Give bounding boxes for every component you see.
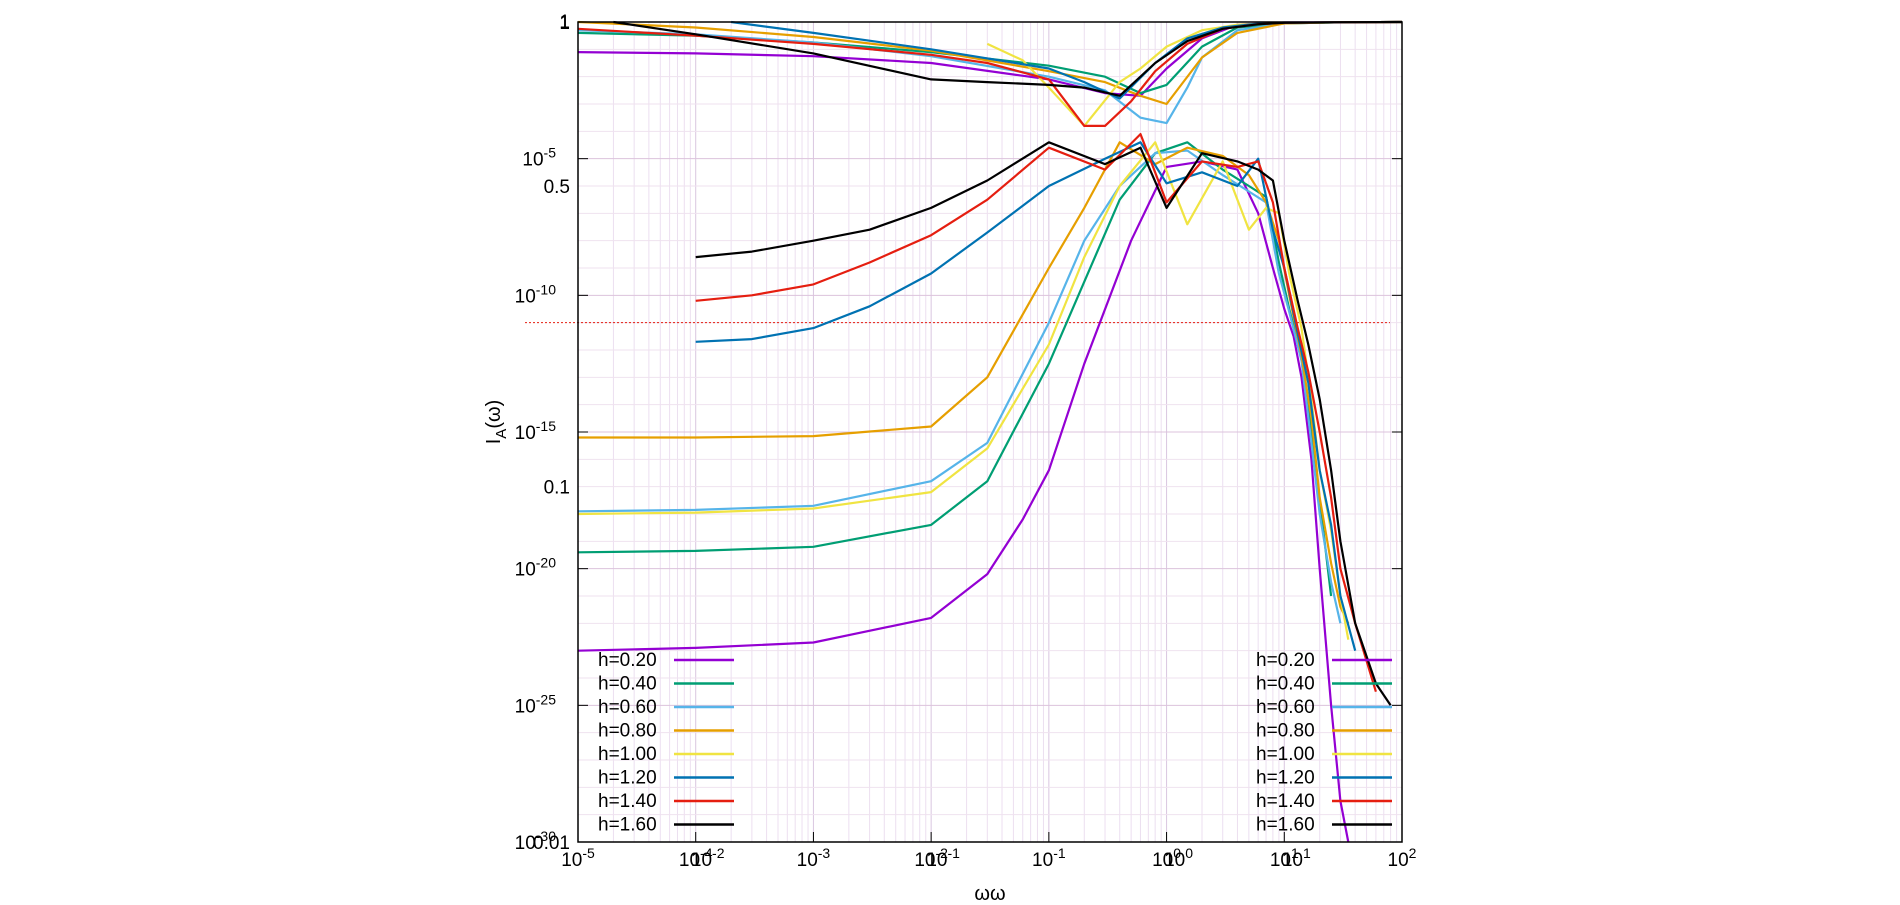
x-tick-label-base: 10 xyxy=(561,850,582,871)
legend-right-label-1: h=0.40 xyxy=(1256,674,1315,695)
overlay-x-tick-label-3-exp: 1 xyxy=(1303,845,1311,861)
overlay-x-tick-label-2: 100 xyxy=(1164,845,1193,871)
legend-right: h=0.20h=0.40h=0.60h=0.80h=1.00h=1.20h=1.… xyxy=(1256,650,1392,836)
y-tick-label-base: 10 xyxy=(515,833,536,854)
legend-left-label-5: h=1.20 xyxy=(598,768,657,789)
y-axis-label-sub: A xyxy=(493,429,510,439)
legend-left-label-1: h=0.40 xyxy=(598,674,657,695)
y-tick-label-base: 10 xyxy=(515,423,536,444)
y-tick-label-exp: -15 xyxy=(536,418,556,434)
x-tick-label: 100 xyxy=(1152,845,1181,871)
low-series-line-4 xyxy=(577,141,1350,640)
overlay-y-tick-label-3: 0.01 xyxy=(533,833,570,854)
x-tick-label-exp: 2 xyxy=(1409,845,1417,861)
x-tick-label: 10-1 xyxy=(1032,845,1066,871)
x-tick-label-exp: -3 xyxy=(818,845,831,861)
y-tick-label: 1 xyxy=(559,12,570,33)
y-tick-label: 10-25 xyxy=(515,691,557,717)
low-series-line-7 xyxy=(695,141,1392,706)
overlay-x-tick-label-2-exp: 0 xyxy=(1185,845,1193,861)
y-tick-label: 10-10 xyxy=(515,281,557,307)
legend-layer: h=0.20h=0.40h=0.60h=0.80h=1.00h=1.20h=1.… xyxy=(598,650,1392,836)
x-tick-label-base: 10 xyxy=(1032,850,1053,871)
low-series-line-5 xyxy=(695,141,1357,651)
x-tick-label-base: 10 xyxy=(914,850,935,871)
tick-layer: 10-5 10-4 10-3 10-2 10-1 100 101 10210-3010-251… xyxy=(515,12,1417,871)
x-tick-label-base: 10 xyxy=(679,850,700,871)
overlay-x-tick-label-3: 101 xyxy=(1282,845,1311,871)
y-tick-label: 10-15 xyxy=(515,418,557,444)
x-tick-label: 102 xyxy=(1388,845,1417,871)
y-tick-label-base: 10 xyxy=(522,150,543,171)
overlay-y-tick-label-2: 0.1 xyxy=(544,478,570,499)
y-tick-label-base: 10 xyxy=(515,286,536,307)
low-series-line-2 xyxy=(577,149,1342,624)
legend-right-label-6: h=1.40 xyxy=(1256,791,1315,812)
x-tick-label-exp: -5 xyxy=(582,845,595,861)
x-tick-label-exp: 1 xyxy=(1291,845,1299,861)
y-tick-label-base: 10 xyxy=(515,560,536,581)
y-axis-label-suffix: (ω) xyxy=(483,400,505,429)
low-series-line-6 xyxy=(695,133,1377,693)
overlay-x-tick-label-1-exp: -1 xyxy=(947,845,960,861)
y-tick-label-exp: -10 xyxy=(536,281,556,297)
legend-right-label-0: h=0.20 xyxy=(1256,650,1315,671)
y-tick-label-exp: -20 xyxy=(536,555,556,571)
legend-right-label-2: h=0.60 xyxy=(1256,697,1315,718)
low-series-line-1 xyxy=(577,141,1333,597)
overlay-x-tick-label-0: 10-2 xyxy=(691,845,725,871)
y-tick-label: 10-20 xyxy=(515,555,557,581)
overlay-y-tick-label-0: 1 xyxy=(559,13,570,34)
overlay-x-tick-label-1-base: 10 xyxy=(926,850,947,871)
y-tick-label-exp: -5 xyxy=(544,145,557,161)
y-tick-label-base: 10 xyxy=(515,696,536,717)
x-tick-label: 10-2 xyxy=(914,845,948,871)
legend-left: h=0.20h=0.40h=0.60h=0.80h=1.00h=1.20h=1.… xyxy=(598,650,734,836)
y-axis-label: IA(ω) xyxy=(483,400,510,445)
x-tick-label-exp: -1 xyxy=(1053,845,1066,861)
x-tick-label: 10-5 xyxy=(561,845,595,871)
legend-right-label-7: h=1.60 xyxy=(1256,815,1315,836)
legend-right-label-4: h=1.00 xyxy=(1256,744,1315,765)
y-tick-label-exp: -30 xyxy=(536,828,556,844)
x-tick-label-base: 10 xyxy=(797,850,818,871)
legend-left-label-6: h=1.40 xyxy=(598,791,657,812)
overlay-x-tick-label-0-base: 10 xyxy=(691,850,712,871)
series-layer xyxy=(577,20,1403,843)
legend-left-label-4: h=1.00 xyxy=(598,744,657,765)
y-axis-label-main: I xyxy=(483,439,505,445)
y-tick-label-exp: -25 xyxy=(536,691,556,707)
x-tick-label-exp: -4 xyxy=(700,845,713,861)
overlay-x-tick-label-3-base: 10 xyxy=(1282,850,1303,871)
low-series-line-3 xyxy=(578,141,1350,624)
legend-left-label-7: h=1.60 xyxy=(598,815,657,836)
legend-right-label-5: h=1.20 xyxy=(1256,768,1315,789)
y-tick-label: 10-5 xyxy=(522,145,556,171)
low-series-line-0 xyxy=(577,160,1350,843)
x-tick-label: 10-4 xyxy=(679,845,713,871)
grid xyxy=(577,21,1402,843)
overlay-y-tick-label-1: 0.5 xyxy=(544,177,570,198)
overlay-x-tick-label-1: 10-1 xyxy=(926,845,960,871)
x-tick-label-exp: -2 xyxy=(935,845,948,861)
overlay-x-tick-label-0-exp: -2 xyxy=(712,845,725,861)
legend-left-label-2: h=0.60 xyxy=(598,697,657,718)
x-tick-label: 101 xyxy=(1270,845,1299,871)
x-axis-label: ωω xyxy=(974,883,1005,900)
x-tick-label-base: 10 xyxy=(1152,850,1173,871)
overlay-x-tick-label-2-base: 10 xyxy=(1164,850,1185,871)
y-tick-label: 10-30 xyxy=(515,828,557,854)
legend-left-label-0: h=0.20 xyxy=(598,650,657,671)
x-tick-label-base: 10 xyxy=(1270,850,1291,871)
high-series-line-7 xyxy=(613,20,1403,97)
x-tick-label-exp: 0 xyxy=(1173,845,1181,861)
legend-right-label-3: h=0.80 xyxy=(1256,721,1315,742)
x-tick-label: 10-3 xyxy=(797,845,831,871)
legend-left-label-3: h=0.80 xyxy=(598,721,657,742)
x-tick-label-base: 10 xyxy=(1388,850,1409,871)
